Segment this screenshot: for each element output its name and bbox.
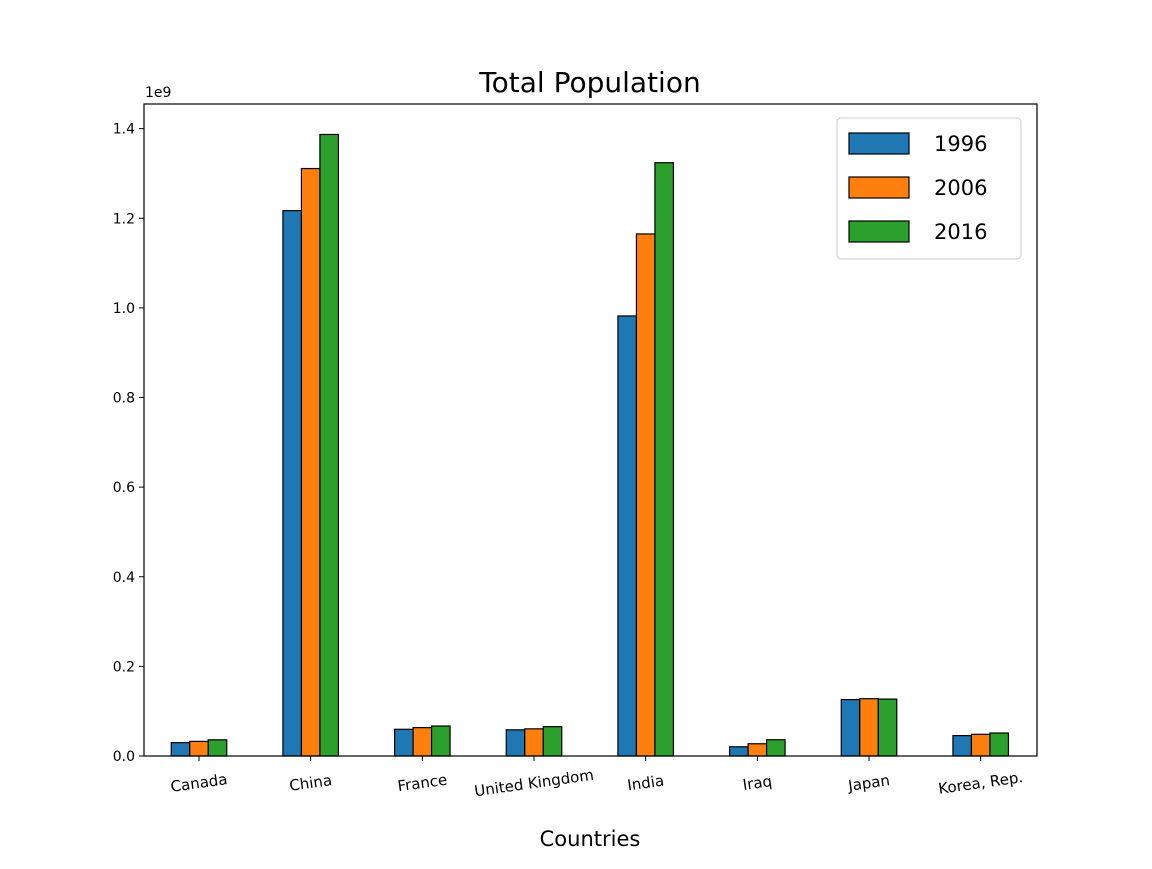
- bar-france-2006: [412, 727, 433, 757]
- y-axis-ticks: 0.0 0.2 0.4 0.6 0.8 1.0 1.2 1.4: [113, 122, 144, 765]
- x-tick-label: Japan: [846, 771, 891, 795]
- bar-france-1996: [393, 728, 414, 757]
- bar-iraq-2016: [765, 739, 786, 757]
- bar-korea-rep-2006: [970, 733, 991, 757]
- legend-label-1996: 1996: [934, 132, 987, 156]
- y-tick-label: 0.2: [113, 659, 135, 675]
- bar-japan-2016: [877, 698, 898, 757]
- plot-area-frame: [143, 103, 1038, 757]
- bar-japan-2006: [859, 698, 879, 757]
- chart-title: Total Population: [478, 66, 700, 99]
- y-tick-label: 0.8: [113, 391, 135, 407]
- legend: 1996 2006 2016: [836, 117, 1022, 260]
- x-tick-label: Iraq: [742, 772, 774, 794]
- bar-france-2016: [430, 725, 451, 757]
- bar-united-kingdom-1996: [505, 729, 526, 757]
- y-tick-label: 1.2: [113, 211, 135, 227]
- x-tick-label: United Kingdom: [473, 766, 595, 801]
- bar-japan-1996: [840, 698, 861, 757]
- legend-label-2016: 2016: [934, 220, 987, 244]
- x-tick-label: China: [288, 771, 333, 795]
- bar-iraq-1996: [728, 746, 749, 757]
- y-tick-label: 1.4: [113, 122, 135, 138]
- x-axis-label: Countries: [540, 827, 641, 851]
- bar-china-2006: [300, 167, 321, 757]
- bar-iraq-2006: [747, 743, 768, 757]
- bar-india-1996: [617, 315, 638, 757]
- bar-canada-2006: [189, 740, 209, 757]
- x-tick-label: France: [396, 771, 448, 796]
- x-axis-ticks: Canada China France United Kingdom India Iraq…: [169, 756, 1024, 800]
- bar-korea-rep-1996: [952, 735, 973, 757]
- bar-india-2006: [635, 233, 656, 757]
- legend-swatch-1996: [848, 132, 910, 155]
- y-tick-label: 0.6: [113, 480, 135, 496]
- legend-swatch-2016: [848, 220, 910, 243]
- x-tick-label: Canada: [169, 770, 228, 796]
- x-tick-label: Korea, Rep.: [937, 768, 1024, 798]
- x-tick-label: India: [626, 772, 665, 795]
- bar-korea-rep-2016: [989, 732, 1010, 757]
- legend-label-2006: 2006: [934, 176, 987, 200]
- bar-united-kingdom-2006: [524, 728, 544, 757]
- y-tick-label: 1.0: [113, 301, 135, 317]
- bar-china-2016: [319, 133, 340, 757]
- y-axis-offset-label: 1e9: [145, 85, 171, 101]
- legend-swatch-2006: [848, 176, 910, 199]
- y-tick-label: 0.0: [113, 749, 135, 765]
- y-tick-label: 0.4: [113, 570, 135, 586]
- bar-canada-1996: [170, 742, 191, 757]
- bar-china-1996: [282, 210, 303, 757]
- bar-canada-2016: [207, 739, 228, 757]
- bar-india-2016: [654, 162, 675, 757]
- bar-united-kingdom-2016: [542, 726, 563, 757]
